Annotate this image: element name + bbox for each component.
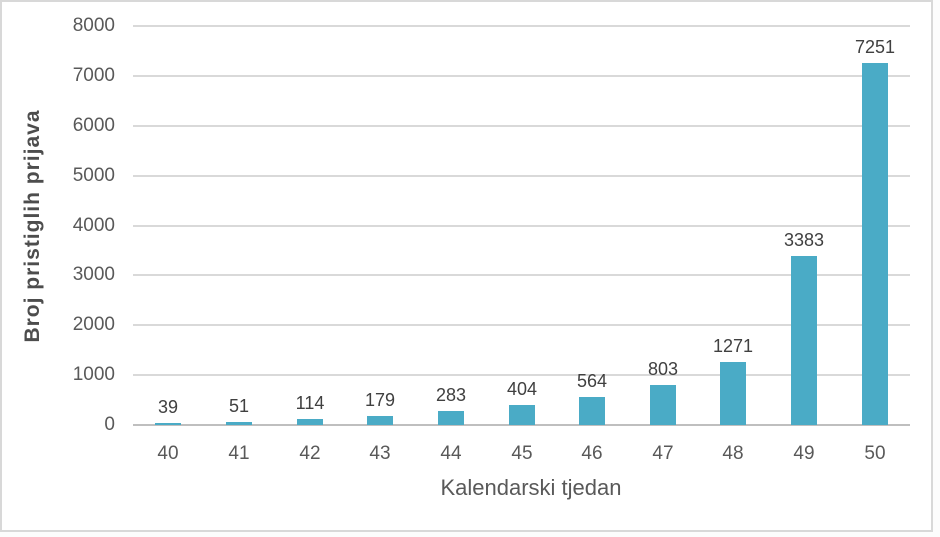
bar-week-43	[367, 416, 393, 425]
data-label: 283	[435, 385, 467, 405]
x-tick-label: 49	[793, 443, 815, 464]
gridline	[133, 374, 910, 377]
y-tick-label: 3000	[72, 264, 115, 286]
y-tick-label: 2000	[72, 314, 115, 336]
x-tick-label: 41	[228, 443, 250, 464]
x-tick-label: 48	[722, 443, 744, 464]
gridline	[133, 274, 910, 277]
y-tick-label: 1000	[72, 364, 115, 386]
data-label: 114	[295, 393, 325, 413]
bar-week-40	[155, 423, 181, 425]
x-tick-label: 50	[864, 443, 886, 464]
x-axis-line	[133, 424, 910, 426]
x-tick-label: 42	[299, 443, 321, 464]
x-tick-label: 40	[157, 443, 179, 464]
y-tick-label: 6000	[72, 114, 115, 136]
data-label: 179	[364, 390, 396, 410]
gridline	[133, 25, 910, 27]
gridline	[133, 124, 910, 127]
data-label: 7251	[854, 37, 896, 57]
data-label: 1271	[712, 336, 754, 356]
data-label: 803	[647, 359, 679, 379]
y-tick-label: 7000	[72, 64, 115, 86]
data-label: 564	[576, 371, 608, 391]
data-label: 39	[157, 397, 179, 417]
gridline	[133, 174, 910, 177]
bar-week-50	[862, 63, 888, 425]
bar-week-47	[650, 385, 676, 425]
y-tick-label: 4000	[72, 214, 115, 236]
bar-week-48	[720, 362, 746, 425]
x-tick-label: 46	[581, 443, 603, 464]
bar-week-45	[509, 405, 535, 425]
x-tick-label: 45	[511, 443, 533, 464]
x-tick-label: 44	[440, 443, 462, 464]
x-tick-label: 47	[652, 443, 674, 464]
data-label: 3383	[783, 230, 825, 250]
gridline	[133, 74, 910, 77]
data-label: 404	[506, 379, 538, 399]
bar-week-44	[438, 411, 464, 425]
x-tick-label: 43	[369, 443, 391, 464]
bar-week-46	[579, 397, 605, 425]
bar-week-42	[297, 419, 323, 425]
gridline	[133, 324, 910, 327]
x-axis-title: Kalendarski tjedan	[440, 475, 622, 500]
y-tick-label: 8000	[72, 15, 115, 36]
y-axis-title: Broj pristiglih prijava	[21, 109, 44, 343]
gridline	[133, 224, 910, 227]
bar-week-49	[791, 256, 817, 425]
data-label: 51	[228, 396, 250, 416]
y-tick-label: 5000	[72, 164, 115, 186]
y-tick-label: 0	[104, 414, 115, 435]
bar-week-41	[226, 422, 252, 425]
